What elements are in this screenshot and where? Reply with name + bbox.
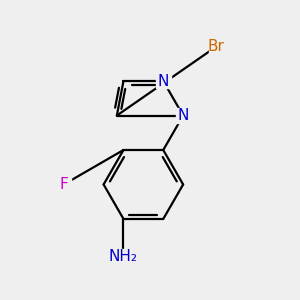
Text: N: N bbox=[178, 108, 189, 123]
Bar bbox=[209, 39, 224, 54]
Bar bbox=[113, 249, 134, 263]
Text: Br: Br bbox=[208, 39, 225, 54]
Bar bbox=[56, 177, 71, 192]
Text: F: F bbox=[59, 177, 68, 192]
Text: N: N bbox=[158, 74, 169, 88]
Bar bbox=[156, 74, 170, 88]
Bar bbox=[176, 108, 190, 123]
Text: NH₂: NH₂ bbox=[109, 249, 138, 264]
